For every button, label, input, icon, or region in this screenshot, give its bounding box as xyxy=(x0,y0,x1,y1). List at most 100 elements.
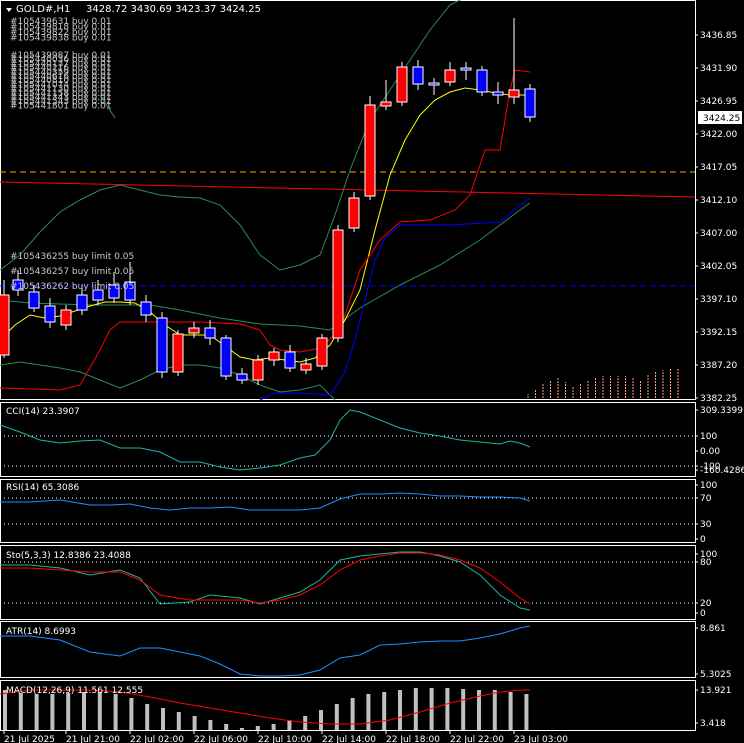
macd-pane[interactable]: MACD(12,26,9) 11.561 12.555 13.921 3.418 xyxy=(0,686,732,730)
macd-hist-bar xyxy=(382,692,387,730)
candle-body[interactable] xyxy=(44,305,56,323)
cci-axis-tick-label: 309.3399 xyxy=(700,406,743,416)
macd-hist-bar xyxy=(334,704,339,730)
pane-frames xyxy=(0,0,696,731)
candle-body[interactable] xyxy=(0,294,10,356)
candle-body[interactable] xyxy=(140,301,152,316)
candlestick-series[interactable] xyxy=(0,18,536,385)
candle-body[interactable] xyxy=(428,82,440,86)
cci-axis-tick-label: -100 xyxy=(700,462,721,472)
macd-hist-bar xyxy=(413,688,418,730)
atr-label: ATR(14) 8.6993 xyxy=(6,627,76,637)
candle-body[interactable] xyxy=(380,101,392,107)
macd-hist-bar xyxy=(224,724,229,730)
current-price-tag xyxy=(698,111,742,124)
macd-hist-bar xyxy=(161,708,165,730)
cci-pane[interactable]: CCI(14) 23.3907 309.3399 100 0.00 -100-160.… xyxy=(0,406,744,476)
macd-hist-bar xyxy=(145,704,150,730)
time-axis-label: 22 Jul 18:00 xyxy=(386,735,440,743)
candle-body[interactable] xyxy=(92,289,104,301)
cci-axis: 309.3399 100 0.00 -100-160.4286 xyxy=(695,406,744,476)
price-axis[interactable]: 3436.85 3431.90 3426.95 3422.00 3417.05 3412.… xyxy=(695,31,737,404)
macd-hist-bar xyxy=(508,692,513,730)
order-label: #105441158 buy 0.01 xyxy=(10,89,112,99)
current-price-label: 3424.25 xyxy=(703,114,740,124)
candle-body[interactable] xyxy=(172,333,184,373)
sto-axis-tick-label: 80 xyxy=(700,558,712,568)
rsi-axis: 100 70 30 0 xyxy=(695,481,717,545)
candle-body[interactable] xyxy=(444,69,456,83)
sto-axis-tick-label: 0 xyxy=(700,609,706,619)
macd-hist-bar xyxy=(461,689,466,730)
candle-body[interactable] xyxy=(60,309,72,326)
price-axis-tick-label: 3382.25 xyxy=(700,394,737,404)
macd-hist-bar xyxy=(287,720,292,730)
time-axis-label: 22 Jul 14:00 xyxy=(322,735,376,743)
order-labels: #105439631 buy 0.01#105439818 buy 0.01#1… xyxy=(10,17,134,292)
candle-body[interactable] xyxy=(476,69,488,93)
macd-hist-bar xyxy=(82,692,86,730)
candle-body[interactable] xyxy=(156,317,168,373)
candle-body[interactable] xyxy=(252,359,264,381)
rsi-pane[interactable]: RSI(14) 65.3086 100 70 30 0 xyxy=(0,481,717,545)
time-axis-label: 23 Jul 03:00 xyxy=(514,735,568,743)
macd-hist-bar xyxy=(366,694,371,730)
price-axis-tick-label: 3431.90 xyxy=(700,64,737,74)
candle-body[interactable] xyxy=(492,91,504,96)
chart-header: GOLD#,H1 3428.72 3430.69 3423.37 3424.25 xyxy=(6,4,261,15)
symbol-timeframe: GOLD#,H1 xyxy=(16,4,70,15)
candle-body[interactable] xyxy=(284,351,296,369)
candle-body[interactable] xyxy=(348,197,360,229)
order-label: #105439838 buy 0.01 xyxy=(10,34,112,44)
order-label: #105440359 buy 0.01 xyxy=(10,68,112,78)
candle-body[interactable] xyxy=(396,66,408,103)
cci-pane-frame xyxy=(0,402,696,477)
macd-hist-bar xyxy=(129,698,134,730)
candle-body[interactable] xyxy=(460,67,472,71)
time-axis-label: 22 Jul 10:00 xyxy=(258,735,312,743)
candle-body[interactable] xyxy=(524,88,536,118)
cci-axis-tick-label: 0.00 xyxy=(700,447,720,457)
red-trendline[interactable] xyxy=(0,181,696,198)
macd-label: MACD(12,26,9) 11.561 12.555 xyxy=(6,686,143,696)
candle-body[interactable] xyxy=(332,229,344,339)
sto-label: Sto(5,3,3) 12.8386 23.4088 xyxy=(6,551,131,561)
candle-body[interactable] xyxy=(188,327,200,334)
macd-hist-bar xyxy=(192,716,197,730)
atr-pane[interactable]: ATR(14) 8.6993 8.861 5.3025 xyxy=(0,624,732,680)
candle-body[interactable] xyxy=(300,363,312,371)
candle-body[interactable] xyxy=(108,284,120,299)
candle-body[interactable] xyxy=(508,89,520,98)
candle-body[interactable] xyxy=(412,66,424,85)
candle-body[interactable] xyxy=(76,294,88,311)
candle-body[interactable] xyxy=(220,337,232,377)
candle-body[interactable] xyxy=(236,373,248,381)
candle-body[interactable] xyxy=(28,291,40,309)
candle-body[interactable] xyxy=(316,337,328,367)
candle-body[interactable] xyxy=(124,281,136,301)
atr-axis: 8.861 5.3025 xyxy=(695,624,732,680)
macd-axis: 13.921 3.418 xyxy=(695,686,732,729)
candle-body[interactable] xyxy=(12,279,24,291)
cci-axis-tick-label: 100 xyxy=(700,432,717,442)
ohlc-values: 3428.72 3430.69 3423.37 3424.25 xyxy=(86,4,261,15)
candle-body[interactable] xyxy=(204,327,216,339)
main-price-pane[interactable]: #105439631 buy 0.01#105439818 buy 0.01#1… xyxy=(0,0,696,401)
order-label: #105439818 buy 0.01 xyxy=(10,23,112,33)
macd-hist-bar xyxy=(97,692,102,730)
dropdown-triangle-icon[interactable] xyxy=(6,8,12,12)
price-axis-tick-label: 3426.95 xyxy=(700,97,737,107)
candle-body[interactable] xyxy=(364,104,376,197)
sto-main-line xyxy=(0,551,531,611)
order-leader-line xyxy=(99,94,116,119)
price-axis-tick-label: 3407.00 xyxy=(700,229,737,239)
atr-axis-tick-label: 8.861 xyxy=(700,624,726,634)
macd-signal-line xyxy=(0,689,530,725)
macd-hist-bar xyxy=(50,694,55,730)
candle-body[interactable] xyxy=(268,351,280,361)
cci-axis-tick-label: -160.4286 xyxy=(700,466,744,476)
rsi-axis-tick-label: 100 xyxy=(700,481,717,491)
time-axis-label: 22 Jul 06:00 xyxy=(194,735,248,743)
